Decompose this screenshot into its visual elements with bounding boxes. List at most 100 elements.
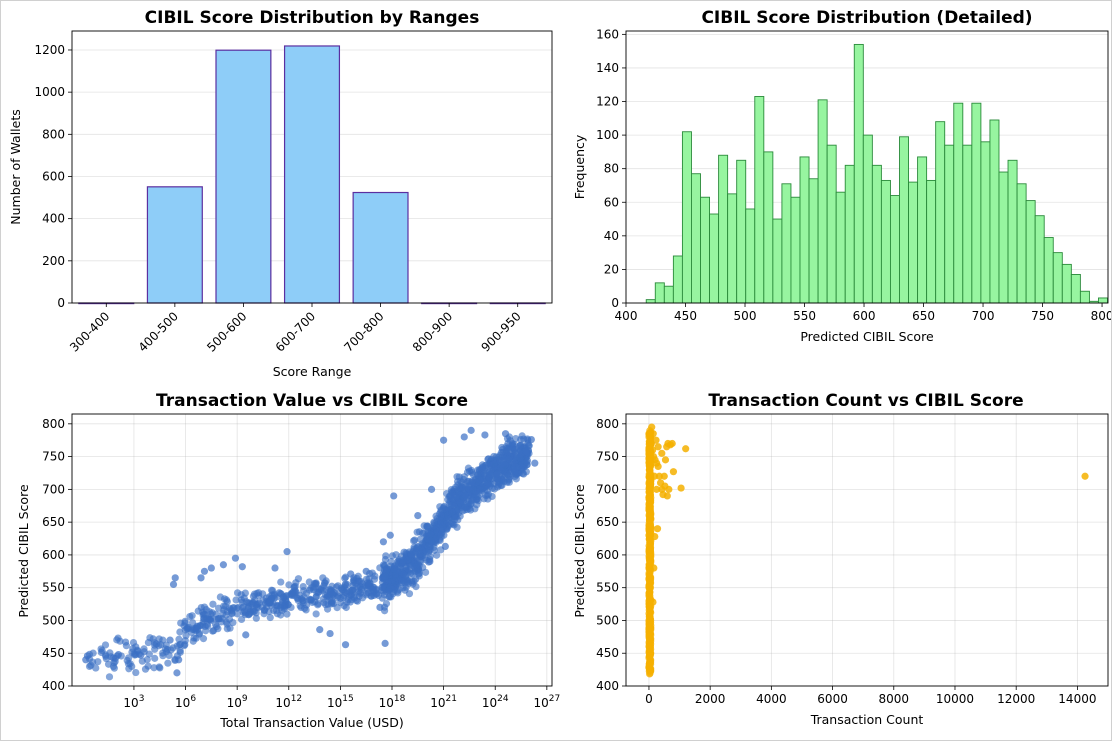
plot-frame xyxy=(71,413,553,687)
scatter-point xyxy=(128,648,136,656)
scatter-point xyxy=(332,583,341,591)
histogram-bar xyxy=(1043,237,1054,304)
scatter-point xyxy=(430,518,438,526)
histogram-bar xyxy=(1025,200,1036,304)
scatter-point xyxy=(362,567,370,575)
scatter-point xyxy=(283,610,291,618)
scatter-point xyxy=(473,478,482,486)
histogram-bar xyxy=(1061,263,1072,304)
y-tick-label: 1200 xyxy=(34,43,65,57)
scatter-point xyxy=(110,664,118,672)
bar xyxy=(215,49,272,304)
scatter-point xyxy=(481,485,489,493)
scatter-point xyxy=(390,492,398,500)
scatter-point xyxy=(85,662,94,671)
scatter-point xyxy=(460,475,468,484)
scatter-point xyxy=(426,542,434,550)
scatter-point xyxy=(390,565,398,573)
scatter-point xyxy=(340,602,348,610)
scatter-point xyxy=(645,652,653,661)
scatter-point xyxy=(341,574,349,582)
scatter-point xyxy=(649,598,657,606)
y-tick-label: 600 xyxy=(596,548,619,562)
histogram-bar xyxy=(718,154,729,304)
y-tick-label: 0 xyxy=(611,296,619,310)
x-tick-label: 8000 xyxy=(879,692,910,706)
scatter-point xyxy=(652,436,660,444)
scatter-point xyxy=(116,637,124,645)
scatter-point xyxy=(186,612,194,621)
scatter-point xyxy=(646,659,654,667)
histogram-bar xyxy=(962,144,973,304)
scatter-point xyxy=(474,497,482,505)
scatter-point xyxy=(339,593,347,602)
y-tick-label: 450 xyxy=(596,646,619,660)
scatter-point xyxy=(326,629,334,638)
x-tick-label: 300-400 xyxy=(67,309,112,354)
histogram-bar xyxy=(790,196,801,304)
x-tick-label: 1012 xyxy=(275,694,302,710)
scatter-point xyxy=(522,468,530,476)
x-axis-label: Transaction Count xyxy=(810,712,924,727)
x-tick-label: 900-950 xyxy=(478,309,523,354)
scatter-point xyxy=(663,492,671,500)
scatter-point xyxy=(138,657,146,665)
scatter-point xyxy=(468,478,476,486)
scatter-point xyxy=(653,525,662,533)
scatter-point xyxy=(647,624,655,632)
scatter-point xyxy=(646,526,654,535)
scatter-point xyxy=(216,593,224,601)
histogram-bar xyxy=(826,144,837,304)
scatter-point xyxy=(645,583,653,592)
x-tick-label: 800 xyxy=(1091,309,1111,323)
chart-title: Transaction Count vs CIBIL Score xyxy=(708,391,1023,411)
x-tick-label: 10000 xyxy=(936,692,974,706)
histogram-bar xyxy=(998,171,1009,304)
scatter-point xyxy=(379,538,387,546)
histogram-bar xyxy=(862,134,873,304)
scatter-point xyxy=(229,604,237,612)
histogram-bar xyxy=(700,196,710,304)
scatter-point xyxy=(376,603,384,611)
scatter-point xyxy=(651,532,659,541)
x-tick-label: 600-700 xyxy=(273,309,318,354)
histogram-bar xyxy=(772,218,783,304)
scatter-point xyxy=(271,564,279,572)
y-tick-label: 60 xyxy=(604,195,619,209)
scatter-point xyxy=(233,589,242,597)
y-tick-label: 650 xyxy=(42,515,65,529)
scatter-point xyxy=(410,537,418,545)
x-tick-label: 400-500 xyxy=(136,309,181,354)
scatter-point xyxy=(421,568,430,576)
y-tick-label: 750 xyxy=(42,450,65,464)
scatter-point xyxy=(348,595,356,604)
scatter-point xyxy=(164,659,172,667)
scatter-point xyxy=(668,439,676,448)
scatter-point xyxy=(415,569,423,577)
x-tick-label: 1021 xyxy=(430,694,457,710)
scatter-point xyxy=(646,495,655,504)
plot-frame xyxy=(625,413,1109,687)
scatter-point xyxy=(486,470,494,478)
histogram-bar xyxy=(908,181,919,304)
scatter-point xyxy=(214,625,222,633)
scatter-point xyxy=(654,462,662,471)
scatter-point xyxy=(453,477,462,486)
scatter-point xyxy=(381,555,390,564)
scatter-point xyxy=(125,665,133,673)
scatter-point xyxy=(388,552,396,560)
histogram-bar xyxy=(953,102,964,304)
scatter-point xyxy=(682,445,690,453)
scatter-point xyxy=(506,445,514,453)
histogram-bar xyxy=(654,282,665,304)
plot-frame xyxy=(71,30,553,304)
scatter-point xyxy=(151,654,159,662)
value-scatter-chart: Transaction Value vs CIBIL Score Total T… xyxy=(16,391,560,730)
scatter-point xyxy=(219,561,227,569)
y-axis-label: Frequency xyxy=(572,134,587,199)
detailed-histogram: CIBIL Score Distribution (Detailed) Pred… xyxy=(572,8,1112,344)
scatter-point xyxy=(94,658,102,666)
scatter-point xyxy=(645,571,653,579)
scatter-point xyxy=(181,626,189,634)
